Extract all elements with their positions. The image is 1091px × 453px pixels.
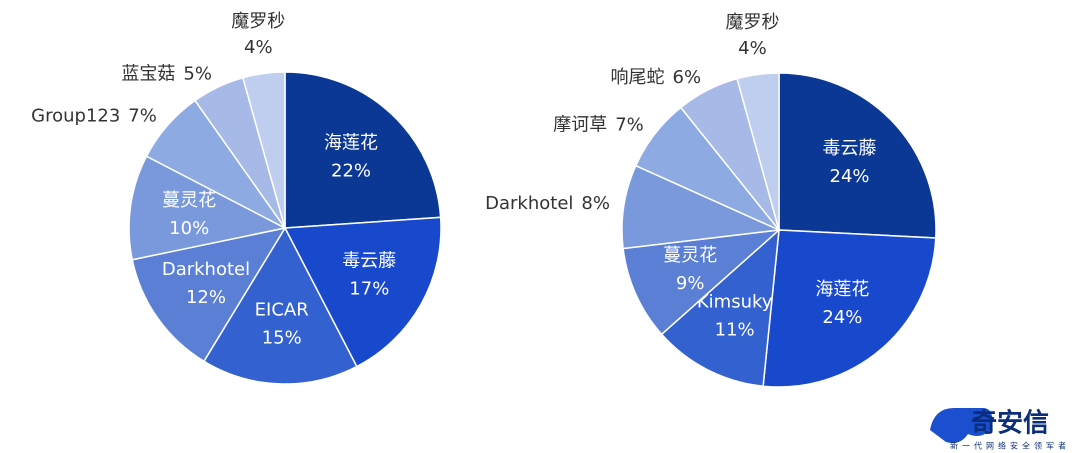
slice-label: EICAR: [255, 300, 309, 321]
slice-value-label: 10%: [169, 218, 209, 239]
slice-label: Group123: [31, 105, 120, 126]
slice-value-label: 7%: [128, 105, 157, 126]
slice-value-label: 4%: [738, 38, 767, 59]
slice-value-label: 5%: [183, 63, 212, 84]
slice-label: Kimsuky: [697, 292, 773, 313]
logo: 奇安信 新一代网络安全领军者: [930, 408, 1070, 451]
slice-value-label: 7%: [615, 114, 644, 135]
slice-label: 蓝宝菇: [121, 63, 175, 84]
pie-slice: [128, 155, 288, 261]
pie-slice: [736, 72, 780, 231]
pie-slice: [131, 226, 287, 363]
pie-slice: [622, 228, 782, 336]
slice-label: 魔罗秒: [231, 11, 285, 32]
slice-value-label: 4%: [244, 37, 273, 58]
slice-label: Darkhotel: [162, 259, 250, 280]
slice-label-group: 响尾蛇 6%: [611, 67, 702, 88]
slice-label-group: 蓝宝菇 5%: [121, 63, 212, 84]
slice-label: 摩诃草: [553, 114, 607, 135]
slice-label: 响尾蛇: [611, 67, 665, 88]
slice-label: 蔓灵花: [663, 245, 717, 266]
logo-name: 奇安信: [971, 409, 1049, 439]
logo-icon: [930, 408, 992, 443]
slice-value-label: 15%: [262, 328, 302, 349]
slice-label-group: Darkhotel 8%: [485, 193, 610, 214]
slice-label: 毒云藤: [342, 250, 396, 271]
slice-label: 魔罗秒: [725, 12, 779, 33]
pie-slice: [284, 71, 442, 229]
slice-value-label: 22%: [331, 160, 371, 181]
slice-value-label: 24%: [830, 166, 870, 187]
slice-value-label: 24%: [822, 307, 862, 328]
slice-label: 蔓灵花: [162, 190, 216, 211]
slice-value-label: 11%: [715, 320, 755, 341]
slice-label: 海莲花: [324, 132, 378, 153]
logo-tagline: 新一代网络安全领军者: [950, 441, 1070, 451]
slice-label: Darkhotel: [485, 193, 573, 214]
slice-value-label: 12%: [186, 287, 226, 308]
pie-slice: [660, 228, 780, 388]
slice-label: 海莲花: [815, 279, 869, 300]
slice-label: 毒云藤: [823, 138, 877, 159]
pie-slice: [241, 71, 286, 229]
slice-label-group: 摩诃草 7%: [553, 114, 644, 135]
pie-slice: [202, 226, 358, 385]
pie-slice: [778, 72, 937, 239]
pie-slice: [621, 164, 782, 250]
slice-value-label: 6%: [673, 67, 702, 88]
slice-label-group: Group123 7%: [31, 105, 157, 126]
slice-value-label: 17%: [349, 278, 389, 299]
slice-value-label: 8%: [581, 193, 610, 214]
slice-value-label: 9%: [676, 273, 705, 294]
pie-slice: [283, 216, 442, 368]
pie-slice: [762, 229, 937, 388]
